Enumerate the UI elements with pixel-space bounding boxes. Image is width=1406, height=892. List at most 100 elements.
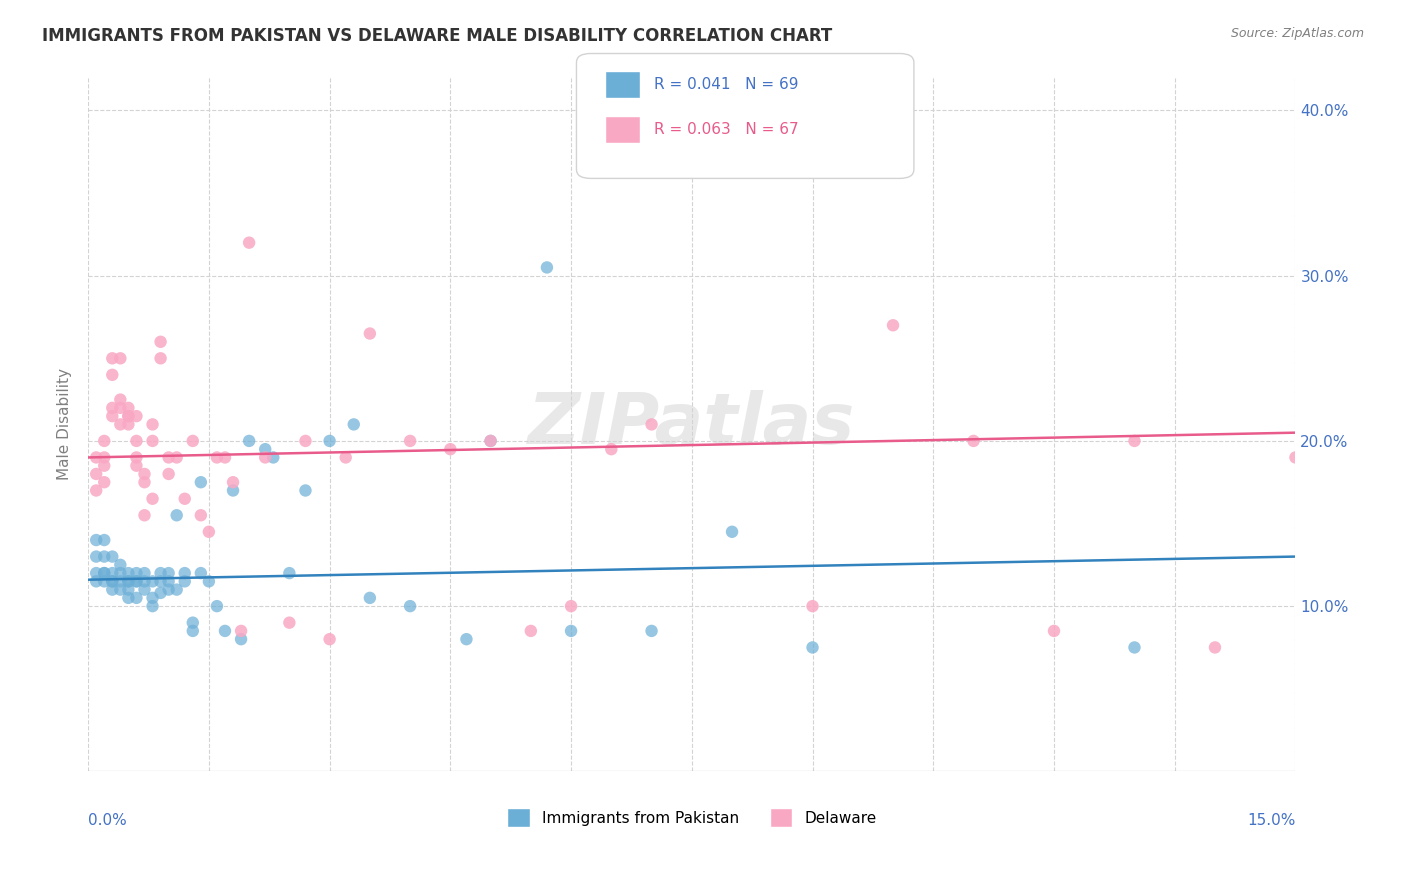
Point [222, 483, 245, 498]
Point [125, 409, 148, 424]
Text: IMMIGRANTS FROM PAKISTAN VS DELAWARE MALE DISABILITY CORRELATION CHART: IMMIGRANTS FROM PAKISTAN VS DELAWARE MAL… [42, 27, 832, 45]
Point [190, 475, 212, 490]
Point [166, 582, 188, 597]
Text: R = 0.041   N = 69: R = 0.041 N = 69 [654, 78, 799, 92]
Point [117, 417, 139, 432]
Point [962, 434, 984, 448]
Point [101, 566, 124, 580]
Point [141, 434, 163, 448]
Point [335, 450, 357, 465]
Point [479, 434, 502, 448]
Point [101, 574, 124, 589]
Point [84, 574, 107, 589]
Point [149, 334, 172, 349]
Point [343, 417, 366, 432]
Point [439, 442, 461, 457]
Y-axis label: Male Disability: Male Disability [58, 368, 72, 481]
Point [110, 417, 132, 432]
Point [173, 574, 195, 589]
Point [222, 475, 245, 490]
Point [399, 434, 422, 448]
Point [721, 524, 744, 539]
Point [134, 566, 156, 580]
Point [882, 318, 904, 333]
Point [101, 351, 124, 366]
Text: R = 0.063   N = 67: R = 0.063 N = 67 [654, 122, 799, 136]
Point [278, 615, 301, 630]
Point [101, 401, 124, 415]
Point [1365, 450, 1388, 465]
Point [141, 417, 163, 432]
Point [190, 508, 212, 523]
Point [173, 491, 195, 506]
Point [110, 351, 132, 366]
Point [101, 549, 124, 564]
Point [1043, 624, 1066, 638]
Point [214, 624, 236, 638]
Point [157, 582, 180, 597]
Point [149, 574, 172, 589]
Point [181, 434, 204, 448]
Point [318, 632, 340, 647]
Point [93, 533, 115, 547]
Text: Source: ZipAtlas.com: Source: ZipAtlas.com [1230, 27, 1364, 40]
Point [101, 574, 124, 589]
Point [600, 442, 623, 457]
Point [254, 442, 277, 457]
Point [229, 632, 252, 647]
Point [318, 434, 340, 448]
Point [166, 508, 188, 523]
Point [190, 566, 212, 580]
Point [198, 524, 221, 539]
Point [125, 434, 148, 448]
Point [84, 467, 107, 481]
Point [117, 409, 139, 424]
Point [84, 549, 107, 564]
Point [181, 615, 204, 630]
Point [134, 582, 156, 597]
Point [141, 599, 163, 614]
Point [101, 582, 124, 597]
Point [294, 434, 316, 448]
Point [125, 574, 148, 589]
Point [1204, 640, 1226, 655]
Point [198, 574, 221, 589]
Point [157, 467, 180, 481]
Point [117, 566, 139, 580]
Point [110, 392, 132, 407]
Point [157, 566, 180, 580]
Point [149, 566, 172, 580]
Point [1324, 450, 1347, 465]
Point [84, 566, 107, 580]
Point [141, 491, 163, 506]
Point [149, 586, 172, 600]
Point [117, 582, 139, 597]
Point [801, 599, 824, 614]
Point [1123, 434, 1146, 448]
Point [84, 450, 107, 465]
Point [125, 574, 148, 589]
Point [93, 450, 115, 465]
Point [125, 458, 148, 473]
Point [110, 582, 132, 597]
Point [101, 409, 124, 424]
Point [262, 450, 284, 465]
Point [229, 624, 252, 638]
Point [294, 483, 316, 498]
Point [110, 401, 132, 415]
Point [456, 632, 478, 647]
Point [278, 566, 301, 580]
Point [134, 508, 156, 523]
Point [84, 483, 107, 498]
Point [117, 591, 139, 605]
Point [536, 260, 558, 275]
Point [1284, 450, 1306, 465]
Point [399, 599, 422, 614]
Point [640, 624, 662, 638]
Point [117, 574, 139, 589]
Point [93, 549, 115, 564]
Point [125, 591, 148, 605]
Point [93, 574, 115, 589]
Point [254, 450, 277, 465]
Point [84, 533, 107, 547]
